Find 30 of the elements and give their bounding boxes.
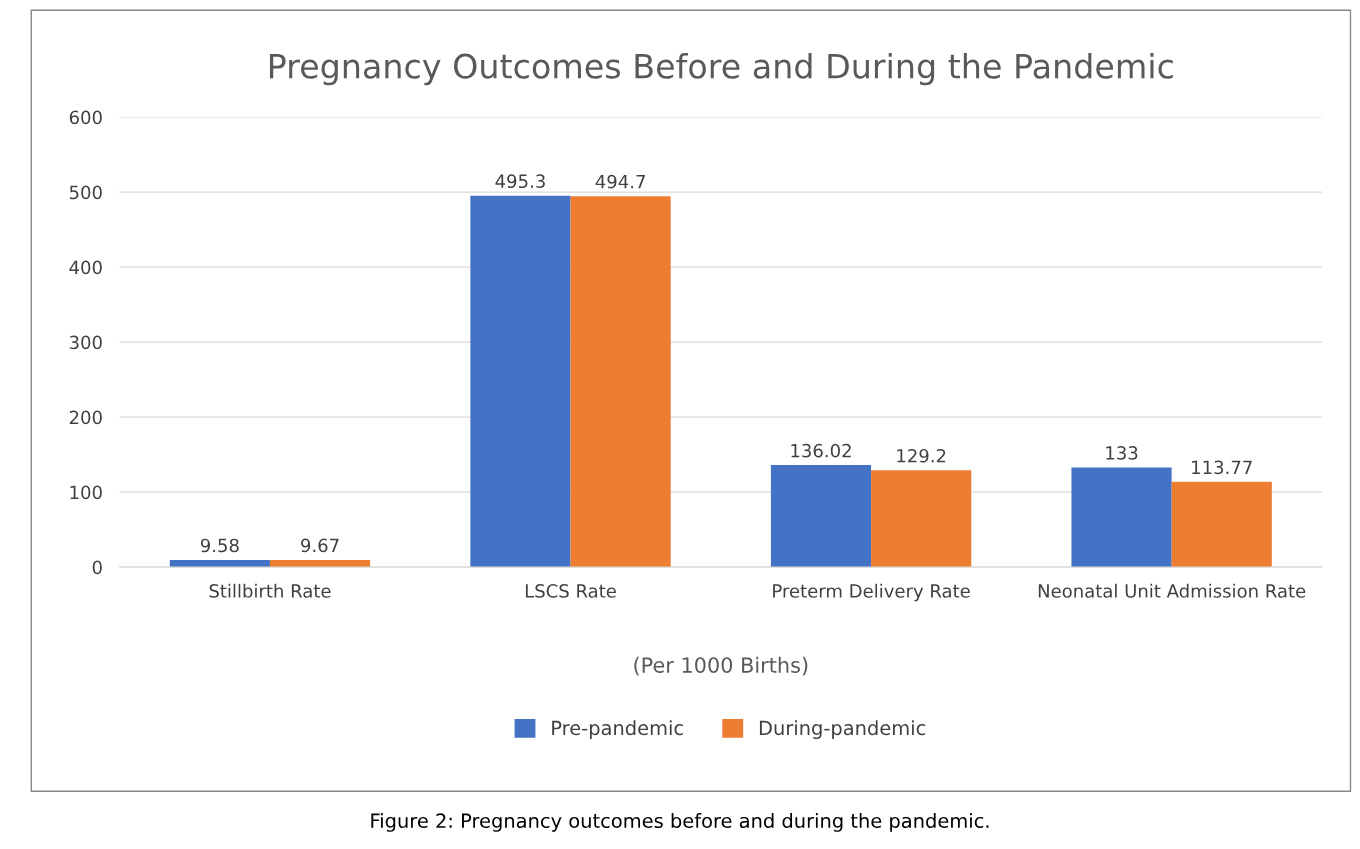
bar	[1171, 481, 1272, 568]
x-axis-title: (Per 1000 Births)	[634, 656, 808, 676]
data-label: 9.58	[200, 538, 239, 553]
data-label: 113.77	[1192, 460, 1252, 475]
bar	[1071, 467, 1172, 568]
data-label: 9.67	[301, 538, 339, 553]
y-tick-label: 100	[70, 485, 102, 500]
bar	[470, 195, 571, 568]
chart-title: Pregnancy Outcomes Before and During the Pandemic	[269, 52, 1173, 86]
x-tick-label: Neonatal Unit Admission Rate	[1038, 583, 1306, 598]
y-tick-label: 400	[69, 260, 102, 275]
data-label: 136.02	[791, 443, 851, 458]
data-label: 495.3	[495, 174, 545, 189]
y-tick-label: 500	[69, 185, 102, 200]
legend-label: Pre-pandemic	[552, 720, 683, 740]
y-tick-label: 0	[92, 560, 102, 575]
y-tick-label: 200	[69, 410, 102, 425]
x-tick-label: Stillbirth Rate	[209, 583, 331, 598]
y-tick-label: 600	[69, 110, 102, 125]
caption: Figure 2: Pregnancy outcomes before and during the pandemic.	[371, 813, 989, 832]
data-label: 133	[1106, 446, 1138, 460]
bar	[871, 470, 972, 568]
bar	[570, 196, 671, 568]
bar	[770, 465, 872, 568]
x-tick-label: LSCS Rate	[525, 584, 616, 598]
data-label: 494.7	[595, 174, 645, 189]
data-label: 129.2	[897, 448, 946, 463]
legend-label: During-pandemic	[759, 720, 926, 740]
x-tick-label: Preterm Delivery Rate	[773, 583, 970, 602]
y-tick-label: 300	[69, 335, 102, 350]
